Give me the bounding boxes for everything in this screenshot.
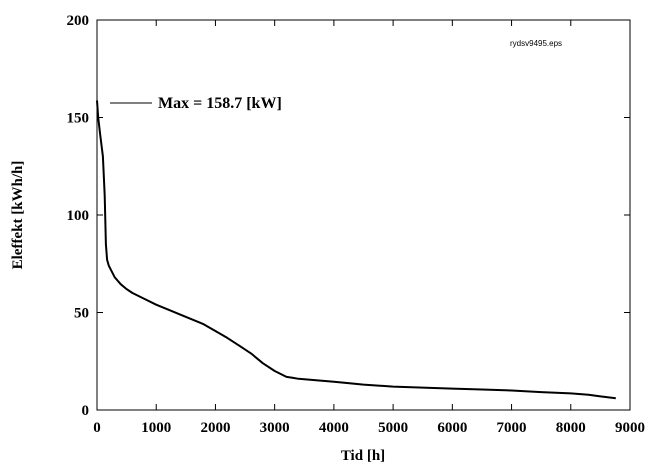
y-tick-label: 200 bbox=[67, 13, 90, 29]
y-axis-label: Eleffekt [kWh/h] bbox=[10, 161, 26, 270]
x-tick-label: 7000 bbox=[497, 420, 527, 436]
y-tick-label: 50 bbox=[74, 306, 89, 322]
x-tick-labels: 0 1000 2000 3000 4000 5000 6000 7000 8000 9000 bbox=[93, 420, 645, 436]
x-tick-label: 6000 bbox=[437, 420, 467, 436]
y-tick-label: 100 bbox=[67, 208, 90, 224]
x-tick-label: 1000 bbox=[141, 420, 171, 436]
x-tick-label: 8000 bbox=[556, 420, 586, 436]
file-annotation: rydsv9495.eps bbox=[510, 39, 562, 48]
legend-label-max: Max = 158.7 [kW] bbox=[158, 95, 282, 112]
axis-ticks bbox=[96, 19, 631, 411]
y-tick-labels: 0 50 100 150 200 bbox=[67, 13, 90, 419]
series-line-0 bbox=[96, 100, 616, 400]
y-tick-label: 150 bbox=[67, 111, 90, 127]
legend: Max = 158.7 [kW] bbox=[110, 95, 282, 112]
plot-frame bbox=[96, 19, 631, 411]
series-layer bbox=[96, 100, 616, 400]
y-tick-label: 0 bbox=[82, 403, 90, 419]
x-tick-label: 9000 bbox=[615, 420, 645, 436]
x-tick-label: 2000 bbox=[200, 420, 230, 436]
x-tick-label: 3000 bbox=[260, 420, 290, 436]
x-tick-label: 4000 bbox=[319, 420, 349, 436]
x-axis-label: Tid [h] bbox=[341, 448, 385, 464]
x-tick-label: 5000 bbox=[378, 420, 408, 436]
x-tick-label: 0 bbox=[93, 420, 101, 436]
